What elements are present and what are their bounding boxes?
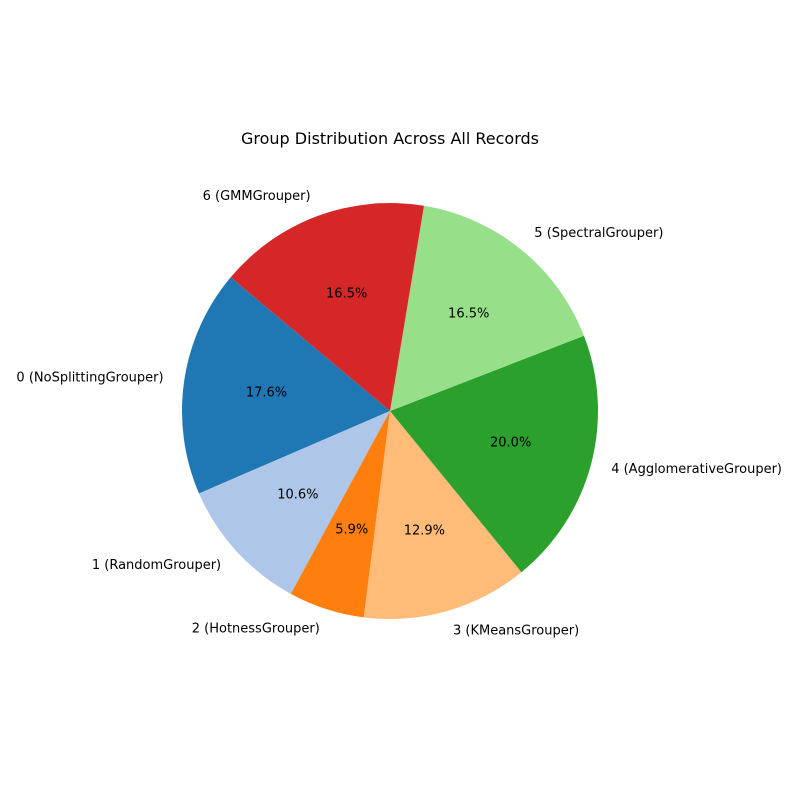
slice-label: 2 (HotnessGrouper) <box>192 621 320 636</box>
pie-slice <box>363 411 522 619</box>
slice-percent-label: 12.9% <box>404 523 445 538</box>
pie-slice <box>182 277 390 494</box>
pie-labels: 0 (NoSplittingGrouper) 17.6% 1 (RandomGrou… <box>16 189 782 639</box>
pie-slice <box>199 411 390 594</box>
slice-percent-label: 5.9% <box>335 522 368 537</box>
chart-title: Group Distribution Across All Records <box>241 129 539 148</box>
slice-label: 1 (RandomGrouper) <box>92 558 221 573</box>
pie-slice <box>390 335 598 573</box>
slice-percent-label: 20.0% <box>490 435 531 450</box>
pie-slices <box>182 202 598 619</box>
slice-label: 3 (KMeansGrouper) <box>453 623 579 638</box>
pie-slice <box>290 411 390 618</box>
slice-label: 4 (AgglomerativeGrouper) <box>611 462 782 477</box>
slice-label: 6 (GMMGrouper) <box>203 189 311 204</box>
pie-slice <box>390 205 584 411</box>
slice-label: 5 (SpectralGrouper) <box>534 226 663 241</box>
slice-percent-label: 16.5% <box>326 286 367 301</box>
slice-percent-label: 17.6% <box>246 385 287 400</box>
slice-label: 0 (NoSplittingGrouper) <box>16 370 163 385</box>
pie-slice <box>230 202 424 411</box>
slice-percent-label: 10.6% <box>277 488 318 503</box>
slice-percent-label: 16.5% <box>448 307 489 322</box>
